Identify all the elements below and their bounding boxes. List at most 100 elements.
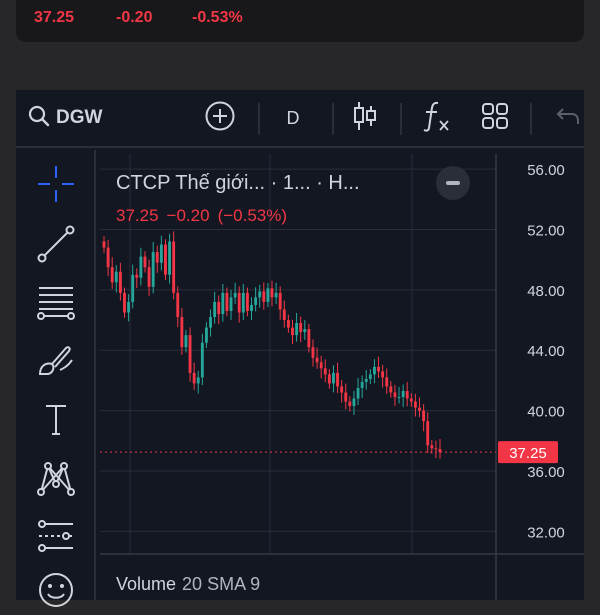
candle-body <box>282 309 286 321</box>
candle-body <box>418 407 421 411</box>
candle-body <box>213 301 217 318</box>
price-change-percent: -0.53% <box>192 9 243 26</box>
quote-strip: 37.25 -0.20 -0.53% <box>16 0 584 42</box>
price-axis-label: 44.00 <box>527 343 565 360</box>
candle-body <box>323 368 327 375</box>
candle-body <box>192 372 196 384</box>
candle-body <box>164 244 167 275</box>
chart-toolbar: DGW D <box>16 90 584 148</box>
candle-body <box>241 292 245 313</box>
candle-body <box>123 292 126 313</box>
candle-body <box>381 371 385 378</box>
chart-pane[interactable]: 56.00 52.00 48.00 44.00 40.00 36.00 32.00 37.25… <box>100 154 584 600</box>
legend-change-percent: (−0.53%) <box>217 206 288 225</box>
candle-body <box>405 390 409 399</box>
candle-body <box>307 329 311 348</box>
candle-body <box>254 297 258 305</box>
candle-body <box>389 386 393 393</box>
candle-body <box>250 304 253 311</box>
candle-body <box>352 398 356 407</box>
indicators-icon <box>421 100 451 137</box>
legend-price: 37.25 <box>116 206 159 225</box>
emoji-tool-button[interactable] <box>34 570 78 614</box>
undo-button[interactable] <box>552 90 582 146</box>
interval-button[interactable]: D <box>276 90 310 146</box>
candle-body <box>118 271 122 293</box>
plus-circle-icon <box>204 100 236 137</box>
candle-body <box>139 256 143 278</box>
candle-body <box>229 297 233 311</box>
candle-body <box>159 244 163 263</box>
candle-body <box>426 421 430 446</box>
volume-indicator-params: 20 SMA 9 <box>182 574 261 594</box>
crosshair-tool-button[interactable] <box>34 164 78 208</box>
candle-body <box>172 241 176 293</box>
candle-body <box>237 292 241 313</box>
candle-body <box>340 386 344 393</box>
legend-collapse-button[interactable] <box>436 166 470 200</box>
compare-symbol-button[interactable] <box>202 90 238 146</box>
candle-body <box>348 401 352 407</box>
volume-legend[interactable]: Volume 20 SMA 9 <box>116 574 260 595</box>
price-change: -0.20 <box>116 9 153 26</box>
pattern-icon <box>36 458 76 503</box>
brush-tool-button[interactable] <box>34 340 78 384</box>
symbol-legend-title[interactable]: CTCP Thế giới... · 1... · H... <box>116 172 360 194</box>
symbol-label: DGW <box>56 107 103 128</box>
toolbar-divider <box>332 103 334 135</box>
trend-line-tool-button[interactable] <box>34 224 78 268</box>
last-price-label: 37.25 <box>509 445 547 462</box>
chart-widget: DGW D <box>16 90 584 607</box>
candle-body <box>413 401 417 408</box>
candle-body <box>233 292 237 298</box>
candle-body <box>217 301 221 314</box>
symbol-search-button[interactable]: DGW <box>28 90 138 146</box>
prediction-tool-button[interactable] <box>34 516 78 560</box>
candle-body <box>209 317 212 328</box>
candle-body <box>245 292 249 311</box>
candle-body <box>184 335 188 348</box>
candle-body <box>151 252 155 287</box>
layout-button[interactable] <box>480 90 510 146</box>
candle-body <box>110 267 114 283</box>
candle-body <box>393 392 397 398</box>
candle-body <box>360 381 364 388</box>
candle-body <box>373 366 376 375</box>
candle-body <box>438 449 442 453</box>
candlestick-icon <box>352 101 378 136</box>
candle-body <box>286 320 290 328</box>
price-chart[interactable]: 56.00 52.00 48.00 44.00 40.00 36.00 32.00 37.25 <box>100 154 584 600</box>
price-axis-label: 36.00 <box>527 464 565 481</box>
candle-body <box>221 292 225 314</box>
candle-body <box>401 390 405 398</box>
fib-tool-button[interactable] <box>34 282 78 326</box>
candle-body <box>274 292 278 298</box>
candle-body <box>266 288 270 302</box>
candle-body <box>200 342 204 378</box>
indicators-button[interactable] <box>420 90 452 146</box>
price-axis-label: 52.00 <box>527 222 565 239</box>
price-axis-label: 56.00 <box>527 162 565 179</box>
fib-retracement-icon <box>36 282 76 327</box>
layout-grid-icon <box>481 102 509 135</box>
price-axis-label: 48.00 <box>527 283 565 300</box>
pattern-tool-button[interactable] <box>34 458 78 502</box>
candle-body <box>106 247 110 268</box>
candle-body <box>180 317 184 348</box>
candle-body <box>135 274 139 278</box>
text-tool-button[interactable] <box>34 400 78 444</box>
search-icon <box>28 105 50 132</box>
candle-body <box>356 387 360 399</box>
candle-body <box>327 374 331 384</box>
candle-body <box>270 288 274 298</box>
candle-body <box>168 241 171 275</box>
candle-body <box>311 347 315 358</box>
candle-body <box>114 271 118 283</box>
candle-body <box>225 292 229 311</box>
candle-body <box>131 274 135 302</box>
toolbar-divider <box>400 103 402 135</box>
candle-body <box>344 392 348 402</box>
candle-body <box>303 329 307 333</box>
chart-type-button[interactable] <box>350 90 380 146</box>
brush-icon <box>36 340 76 385</box>
